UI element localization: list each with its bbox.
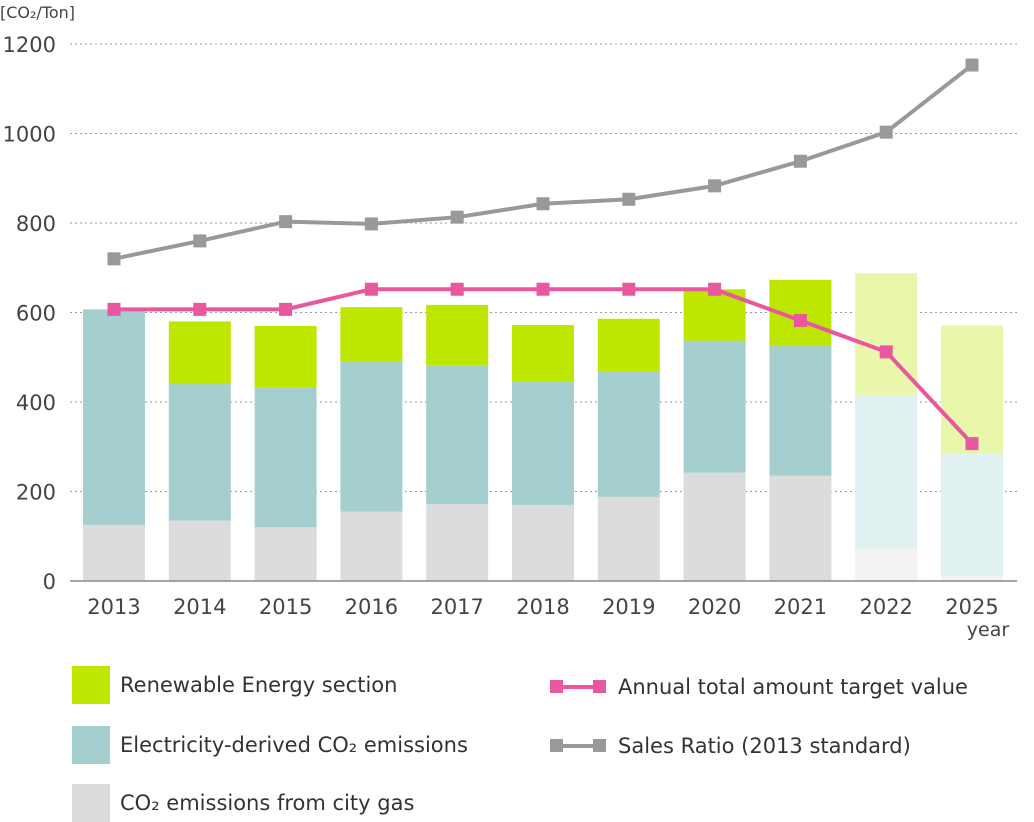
legend-item-sales: Sales Ratio (2013 standard) [550,734,911,758]
bar-2018-series-2 [512,325,574,382]
y-tick-label-600: 600 [16,302,56,326]
y-tick-label-0: 0 [43,570,56,594]
y-tick-label-1200: 1200 [3,33,56,57]
marker-series-0-2022 [879,345,893,359]
legend-label-target: Annual total amount target value [618,675,968,699]
marker-series-1-2017 [450,210,464,224]
y-tick-label-1000: 1000 [3,123,56,147]
bar-2017-series-2 [426,304,489,366]
chart: [CO₂/Ton] 0 200 400 600 800 1000 1200 2013 2014… [0,3,1017,641]
x-axis-ticks: 2013 2014 2015 2016 2017 2018 2019 2020 2021 2022… [87,595,998,619]
marker-series-1-2019 [622,192,636,206]
bar-2025-series-0 [941,575,1003,581]
marker-series-1-2013 [107,252,121,266]
bar-2021-series-0 [769,475,832,581]
x-tick-label-2025: 2025 [945,595,998,619]
bar-2019-series-2 [597,318,660,372]
bar-2014-series-2 [168,321,231,385]
bar-2018-series-0 [512,504,574,581]
legend-label-citygas: CO₂ emissions from city gas [120,791,415,815]
bar-2015-series-2 [254,325,317,388]
x-tick-label-2016: 2016 [345,595,398,619]
marker-series-0-2025 [965,437,979,451]
legend-label-renewable: Renewable Energy section [120,673,398,697]
marker-series-0-2021 [793,314,807,328]
x-tick-label-2022: 2022 [859,595,912,619]
bar-2015-series-0 [254,527,317,581]
bar-2016-series-1 [340,361,403,512]
line-series-1 [113,63,974,261]
legend-label-sales: Sales Ratio (2013 standard) [618,734,911,758]
bar-2025-series-1 [941,453,1003,576]
marker-series-0-2020 [708,282,722,296]
lines [107,58,979,451]
marker-series-1-2015 [279,215,293,229]
bar-2020-series-0 [683,472,746,581]
y-axis-unit-label: [CO₂/Ton] [0,3,75,22]
y-tick-label-200: 200 [16,481,56,505]
marker-series-0-2018 [536,282,550,296]
bar-2016-series-0 [340,511,403,581]
legend-label-electricity: Electricity-derived CO₂ emissions [120,733,468,757]
bar-2025-series-2 [941,325,1003,454]
marker-series-0-2017 [450,282,464,296]
bars [83,273,1003,581]
bar-2021-series-1 [769,346,832,476]
marker-series-0-2013 [107,302,121,316]
bar-2019-series-1 [597,371,660,497]
marker-series-0-2015 [279,302,293,316]
bar-2015-series-1 [254,387,317,528]
x-tick-label-2021: 2021 [774,595,827,619]
bar-2013-series-0 [83,525,145,581]
legend-swatch-sales [550,736,606,756]
bar-2016-series-2 [340,307,403,362]
x-tick-label-2013: 2013 [87,595,140,619]
legend-swatch-renewable [72,666,110,704]
x-tick-label-2020: 2020 [688,595,741,619]
legend-item-electricity: Electricity-derived CO₂ emissions [72,726,468,764]
legend-item-target: Annual total amount target value [550,675,968,699]
bar-2017-series-1 [426,365,489,505]
bar-2014-series-0 [168,520,231,581]
marker-series-1-2020 [708,179,722,193]
y-tick-label-400: 400 [16,391,56,415]
x-tick-label-2014: 2014 [173,595,226,619]
marker-series-1-2014 [193,234,207,248]
bar-2014-series-1 [168,384,231,521]
marker-series-1-2018 [536,197,550,211]
y-tick-label-800: 800 [16,212,56,236]
y-axis-ticks: 0 200 400 600 800 1000 1200 [3,33,56,594]
marker-series-1-2021 [793,154,807,168]
bar-2022-series-0 [855,548,918,581]
marker-series-0-2019 [622,282,636,296]
legend-item-renewable: Renewable Energy section [72,666,397,704]
x-tick-label-2017: 2017 [430,595,483,619]
bar-2018-series-1 [512,381,574,505]
legend-swatch-citygas [72,784,110,822]
marker-series-1-2022 [879,125,893,139]
x-tick-label-2018: 2018 [516,595,569,619]
bar-2020-series-1 [683,340,746,473]
bar-2013-series-1 [83,309,145,526]
x-tick-label-2015: 2015 [259,595,312,619]
bar-2019-series-0 [597,496,660,581]
legend-swatch-electricity [72,726,110,764]
bar-2022-series-1 [855,395,918,549]
marker-series-1-2016 [364,217,378,231]
x-axis-suffix: year [967,619,1010,641]
legend-swatch-target [550,677,606,697]
marker-series-1-2025 [965,58,979,72]
legend-item-citygas: CO₂ emissions from city gas [72,784,414,822]
marker-series-0-2016 [364,282,378,296]
marker-series-0-2014 [193,302,207,316]
x-tick-label-2019: 2019 [602,595,655,619]
bar-2017-series-0 [426,504,489,581]
